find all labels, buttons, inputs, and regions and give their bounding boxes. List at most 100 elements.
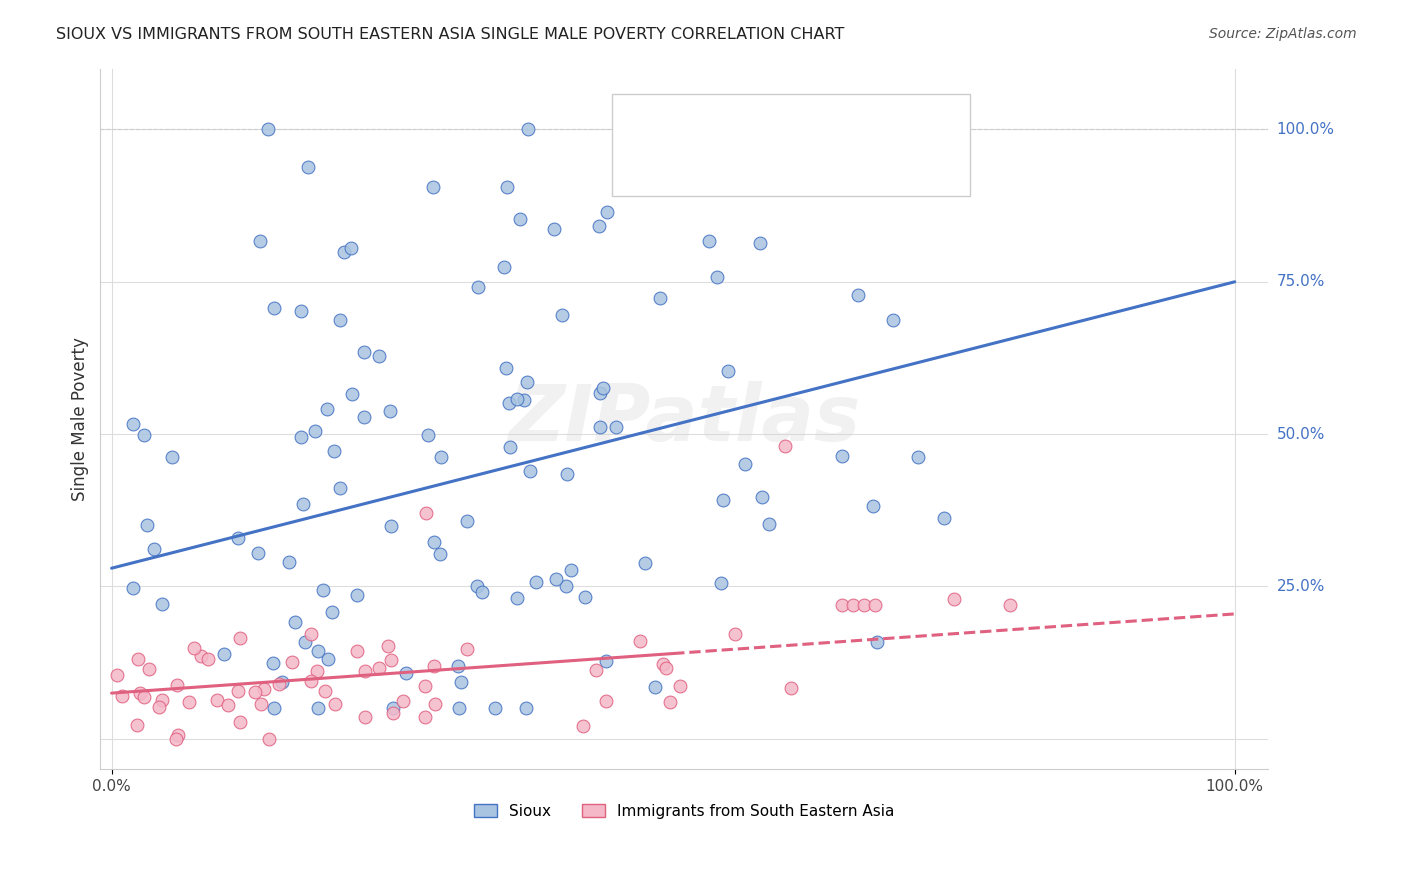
Point [517,122,540,136]
Point [122,417,145,431]
Point [628,633,651,648]
Point [340,241,363,255]
Point [932,511,955,525]
Point [127,717,149,731]
Point [380,653,402,667]
Point [368,349,391,363]
Point [516,375,538,389]
Point [307,644,329,658]
Point [226,684,249,698]
Point [249,235,271,249]
Point [413,679,436,693]
Point [243,685,266,699]
Point [167,728,190,742]
Point [305,665,328,679]
Point [150,597,173,611]
Point [329,313,352,327]
Point [299,673,322,688]
Point [329,481,352,495]
Point [312,583,335,598]
Point [595,205,617,219]
Point [315,402,337,417]
Point [837,122,859,136]
Text: 0.161: 0.161 [707,150,763,168]
Y-axis label: Single Male Poverty: Single Male Poverty [72,337,89,500]
Point [135,518,157,533]
Point [447,659,470,673]
Text: R =: R = [668,150,713,168]
Point [560,563,582,577]
Point [340,387,363,401]
Point [655,661,678,675]
Point [595,694,617,708]
Point [333,244,356,259]
Point [377,640,399,654]
Point [498,396,520,410]
Point [129,686,152,700]
Text: Source: ZipAtlas.com: Source: ZipAtlas.com [1209,27,1357,41]
Point [150,693,173,707]
Point [380,519,402,533]
Text: R =: R = [668,112,707,129]
Point [250,698,273,712]
Point [281,655,304,669]
Point [382,701,405,715]
Point [229,632,252,646]
Point [415,507,437,521]
Point [853,598,876,612]
Text: 63: 63 [820,150,851,168]
Point [998,598,1021,612]
Point [183,641,205,656]
Point [429,547,451,561]
Point [132,690,155,704]
Point [492,260,515,274]
Point [353,409,375,424]
Point [846,287,869,301]
Point [263,701,285,715]
Point [354,665,377,679]
Point [314,684,336,698]
Point [321,605,343,619]
Point [865,598,887,612]
Point [748,236,770,251]
Point [467,279,489,293]
Point [779,681,801,695]
Point [495,361,517,376]
Point [346,588,368,602]
Point [134,428,156,442]
Point [353,710,375,724]
Point [506,392,529,407]
Point [456,641,478,656]
Point [555,467,578,481]
Point [669,679,692,693]
Point [882,313,904,327]
Point [471,585,494,599]
Point [197,652,219,666]
Point [138,662,160,676]
Point [588,219,610,233]
Point [278,555,301,569]
Point [423,658,446,673]
Point [555,579,578,593]
Point [831,598,853,612]
Point [290,430,312,444]
Text: 100.0%: 100.0% [1277,122,1334,137]
Point [423,534,446,549]
Point [299,626,322,640]
Point [297,160,319,174]
Point [456,514,478,528]
Point [498,440,520,454]
Point [294,634,316,648]
Point [190,648,212,663]
Point [605,419,627,434]
Point [710,575,733,590]
Text: SIOUX VS IMMIGRANTS FROM SOUTH EASTERN ASIA SINGLE MALE POVERTY CORRELATION CHAR: SIOUX VS IMMIGRANTS FROM SOUTH EASTERN A… [56,27,845,42]
Point [551,309,574,323]
Text: 0.495: 0.495 [707,112,763,129]
Point [323,697,346,711]
Point [368,661,391,675]
Point [513,393,536,408]
Point [524,575,547,590]
Point [229,715,252,730]
Text: N =: N = [778,112,817,129]
